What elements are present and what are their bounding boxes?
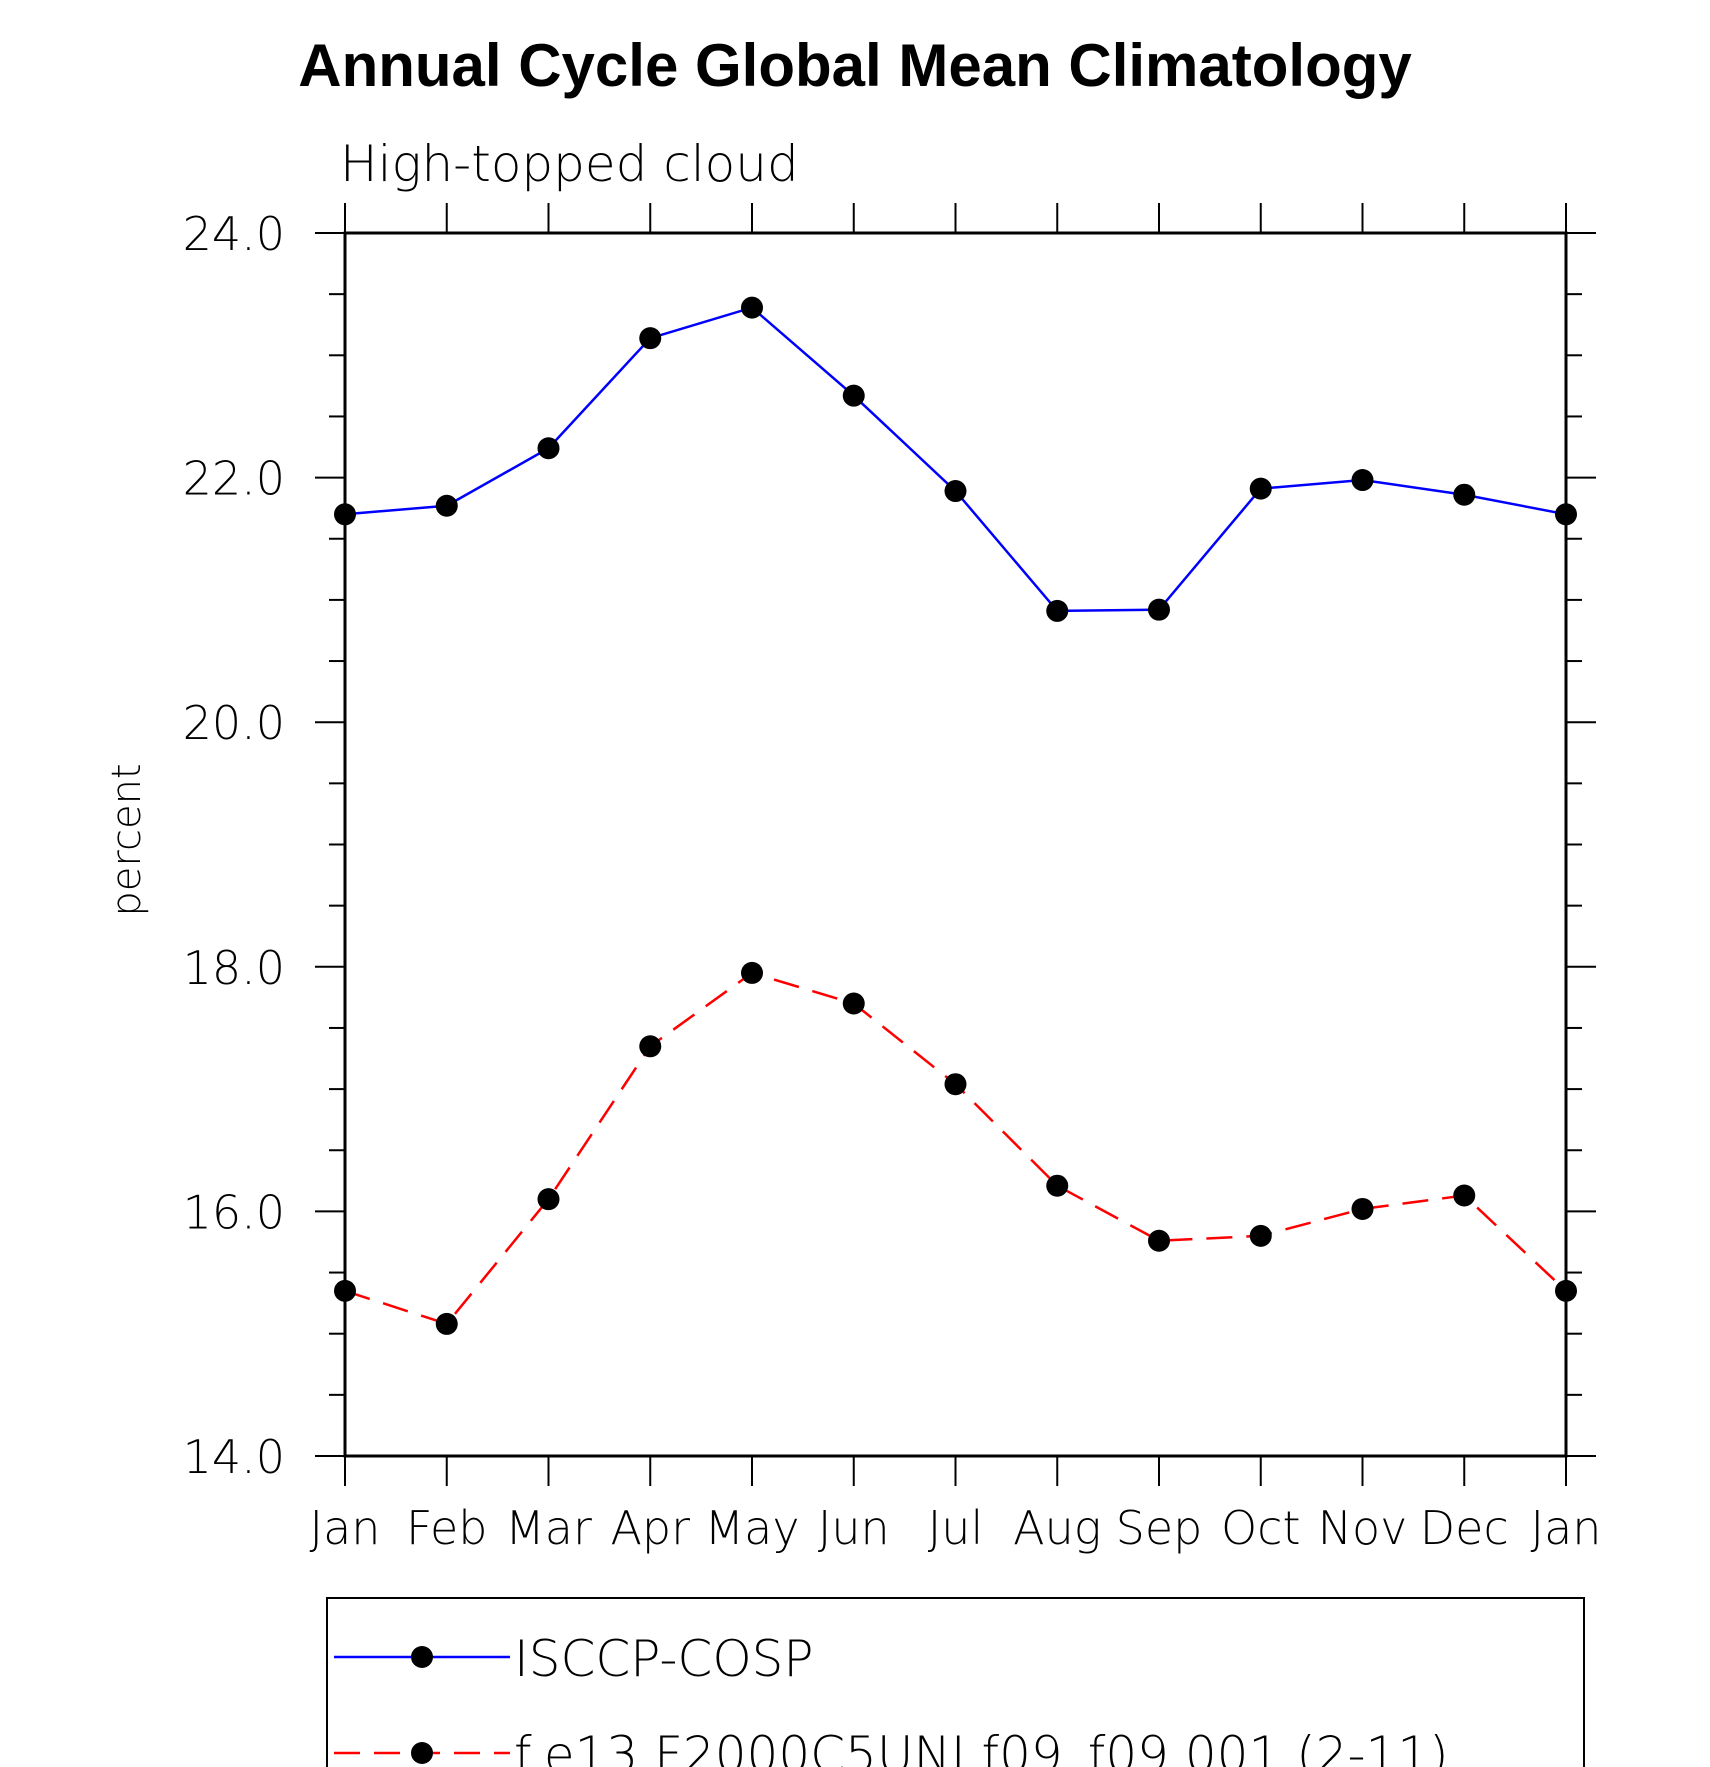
legend-label: f.e13.F2000C5UNI.f09_f09.001 (2-11): [514, 1726, 1449, 1767]
plot-border: [343, 231, 1568, 1458]
x-tick-label: Nov: [1318, 1501, 1408, 1555]
x-tick-label: Oct: [1221, 1501, 1301, 1555]
data-point: [435, 1312, 458, 1335]
y-tick-label: 20.0: [183, 696, 285, 750]
data-point: [1249, 1224, 1272, 1247]
y-tick-label: 16.0: [183, 1185, 285, 1239]
data-point: [1351, 1197, 1374, 1220]
x-tick-label: Jan: [310, 1501, 381, 1555]
data-point: [334, 1279, 356, 1302]
x-tick-label: Jul: [928, 1501, 984, 1555]
data-point: [1249, 477, 1272, 500]
data-point: [639, 1035, 662, 1058]
y-tick-label: 18.0: [183, 941, 285, 995]
x-tick-label: Jun: [818, 1501, 890, 1555]
data-point: [741, 296, 763, 319]
series-line-1: [344, 306, 1567, 613]
data-point: [741, 961, 763, 984]
legend-label: ISCCP-COSP: [514, 1630, 814, 1688]
x-tick-label: Sep: [1116, 1501, 1203, 1555]
plot-frame: [343, 231, 1568, 1458]
series-line-2: [344, 971, 1567, 1326]
legend-marker: [411, 1646, 433, 1668]
chart-subtitle: High-topped cloud: [340, 135, 799, 193]
data-point: [944, 480, 967, 503]
data-point: [639, 327, 662, 350]
data-point: [1555, 503, 1577, 526]
data-point: [944, 1073, 967, 1096]
x-tick-label: Apr: [610, 1501, 690, 1555]
data-point: [537, 437, 560, 460]
data-point: [1046, 1174, 1069, 1197]
data-point: [1351, 469, 1374, 492]
data-point: [1555, 1279, 1577, 1302]
data-point: [1148, 598, 1170, 621]
x-tick-label: Dec: [1420, 1501, 1509, 1555]
x-tick-label: May: [704, 1501, 799, 1555]
y-tick-label: 24.0: [183, 207, 285, 261]
y-axis: 14.0 16.0 18.0 20.0 22.0 24.0: [183, 207, 1596, 1484]
legend-box: [326, 1597, 1585, 1767]
chart-title: Annual Cycle Global Mean Climatology: [298, 32, 1412, 99]
data-point: [1453, 1184, 1476, 1207]
legend: ISCCP-COSP f.e13.F2000C5UNI.f09_f09.001 (…: [326, 1597, 1585, 1767]
data-point: [435, 494, 458, 517]
x-tick-label: Mar: [505, 1501, 592, 1555]
data-point: [1046, 599, 1069, 622]
x-axis: Jan Feb Mar Apr May Jun Jul Aug Sep Oct Nov Dec Jan: [310, 203, 1602, 1555]
data-point: [842, 384, 865, 407]
data-point: [334, 503, 356, 526]
x-tick-label: Aug: [1013, 1501, 1101, 1555]
data-point: [537, 1188, 560, 1211]
legend-marker: [411, 1742, 433, 1764]
data-point: [1453, 483, 1476, 506]
y-tick-label: 14.0: [183, 1430, 285, 1484]
y-axis-label: percent: [104, 763, 150, 916]
x-tick-label: Feb: [406, 1501, 487, 1555]
series-layer: [334, 296, 1577, 1335]
x-tick-label: Jan: [1531, 1501, 1602, 1555]
data-point: [842, 992, 865, 1015]
data-point: [1148, 1229, 1170, 1252]
y-tick-label: 22.0: [183, 452, 285, 506]
